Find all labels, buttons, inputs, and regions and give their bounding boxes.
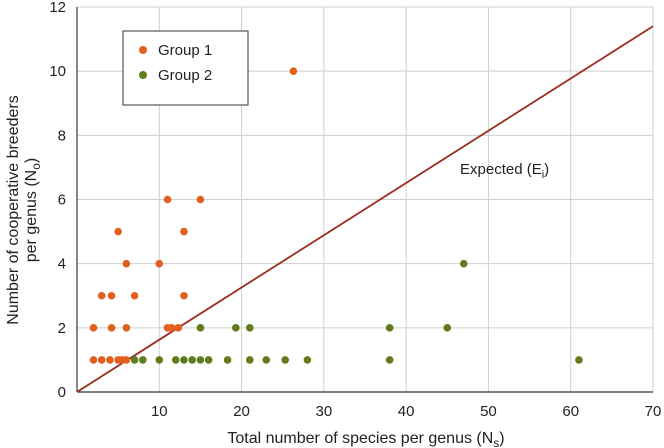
legend-label-group-2: Group 2 [158, 67, 212, 84]
data-point-group-1 [130, 291, 139, 300]
legend: Group 1 Group 2 [122, 30, 249, 106]
data-point-group-2 [223, 356, 232, 364]
data-point-group-2 [303, 356, 312, 364]
data-point-group-1 [114, 227, 122, 236]
y-tick-label: 6 [58, 192, 66, 209]
data-point-group-2 [188, 356, 196, 364]
data-point-group-2 [180, 356, 188, 364]
data-point-group-2 [139, 356, 147, 364]
legend-label-group-1: Group 1 [158, 42, 212, 59]
data-point-group-2 [232, 324, 240, 332]
data-point-group-2 [262, 356, 271, 364]
data-point-group-2 [281, 356, 289, 364]
data-point-group-2 [246, 356, 254, 364]
data-point-group-1 [180, 291, 188, 300]
data-point-group-1 [155, 259, 164, 268]
data-point-group-1 [97, 291, 106, 300]
x-tick-label: 70 [645, 403, 662, 420]
x-tick-label: 60 [562, 403, 579, 420]
x-tick-label: 50 [480, 403, 497, 420]
data-point-group-1 [196, 195, 205, 204]
data-point-group-1 [107, 324, 116, 332]
y-tick-label: 10 [49, 63, 66, 80]
data-point-group-2 [196, 324, 205, 332]
data-point-group-1 [167, 324, 176, 332]
data-point-group-2 [171, 356, 180, 364]
legend-box [122, 30, 249, 106]
data-point-group-2 [196, 356, 205, 364]
x-tick-label: 40 [398, 403, 415, 420]
legend-marker-group-1 [139, 46, 147, 54]
legend-marker-group-2 [139, 71, 147, 79]
data-point-group-2 [204, 356, 213, 364]
data-point-group-1 [174, 324, 183, 332]
data-point-group-1 [107, 291, 116, 300]
data-point-group-2 [443, 324, 452, 332]
data-point-group-2 [130, 356, 139, 364]
y-axis-label: Number of cooperative breeders per genus… [5, 95, 43, 324]
y-axis-label-line1: Number of cooperative breeders [5, 95, 22, 324]
data-point-group-2 [575, 356, 583, 364]
data-point-group-1 [97, 356, 106, 364]
data-point-group-1 [122, 259, 131, 268]
x-tick-label: 10 [151, 403, 168, 420]
y-tick-label: 0 [58, 384, 66, 401]
tick-labels: 10 20 30 40 50 60 70 0 2 4 6 8 10 12 [49, 0, 661, 420]
y-tick-label: 8 [58, 127, 66, 144]
data-point-group-2 [385, 356, 394, 364]
data-point-group-1 [289, 67, 298, 75]
data-point-group-1 [89, 324, 98, 332]
y-tick-label: 2 [58, 320, 66, 337]
expected-label: Expected (Ei) [460, 161, 549, 181]
x-tick-label: 20 [233, 403, 250, 420]
y-axis-label-line2: per genus (No) [23, 158, 43, 263]
axes [76, 7, 653, 393]
data-point-group-1 [163, 195, 172, 204]
data-point-group-1 [106, 356, 114, 364]
data-point-group-2 [459, 259, 468, 268]
x-axis-label: Total number of species per genus (Ns) [227, 430, 504, 448]
data-point-group-1 [122, 324, 131, 332]
y-tick-label: 4 [58, 256, 66, 273]
x-tick-label: 30 [316, 403, 333, 420]
data-point-group-2 [246, 324, 254, 332]
data-point-group-2 [155, 356, 164, 364]
y-tick-label: 12 [49, 0, 66, 16]
data-point-group-2 [385, 324, 394, 332]
data-point-group-1 [180, 227, 188, 236]
data-point-group-1 [89, 356, 98, 364]
data-point-group-1 [122, 356, 131, 364]
data-points [89, 67, 583, 364]
